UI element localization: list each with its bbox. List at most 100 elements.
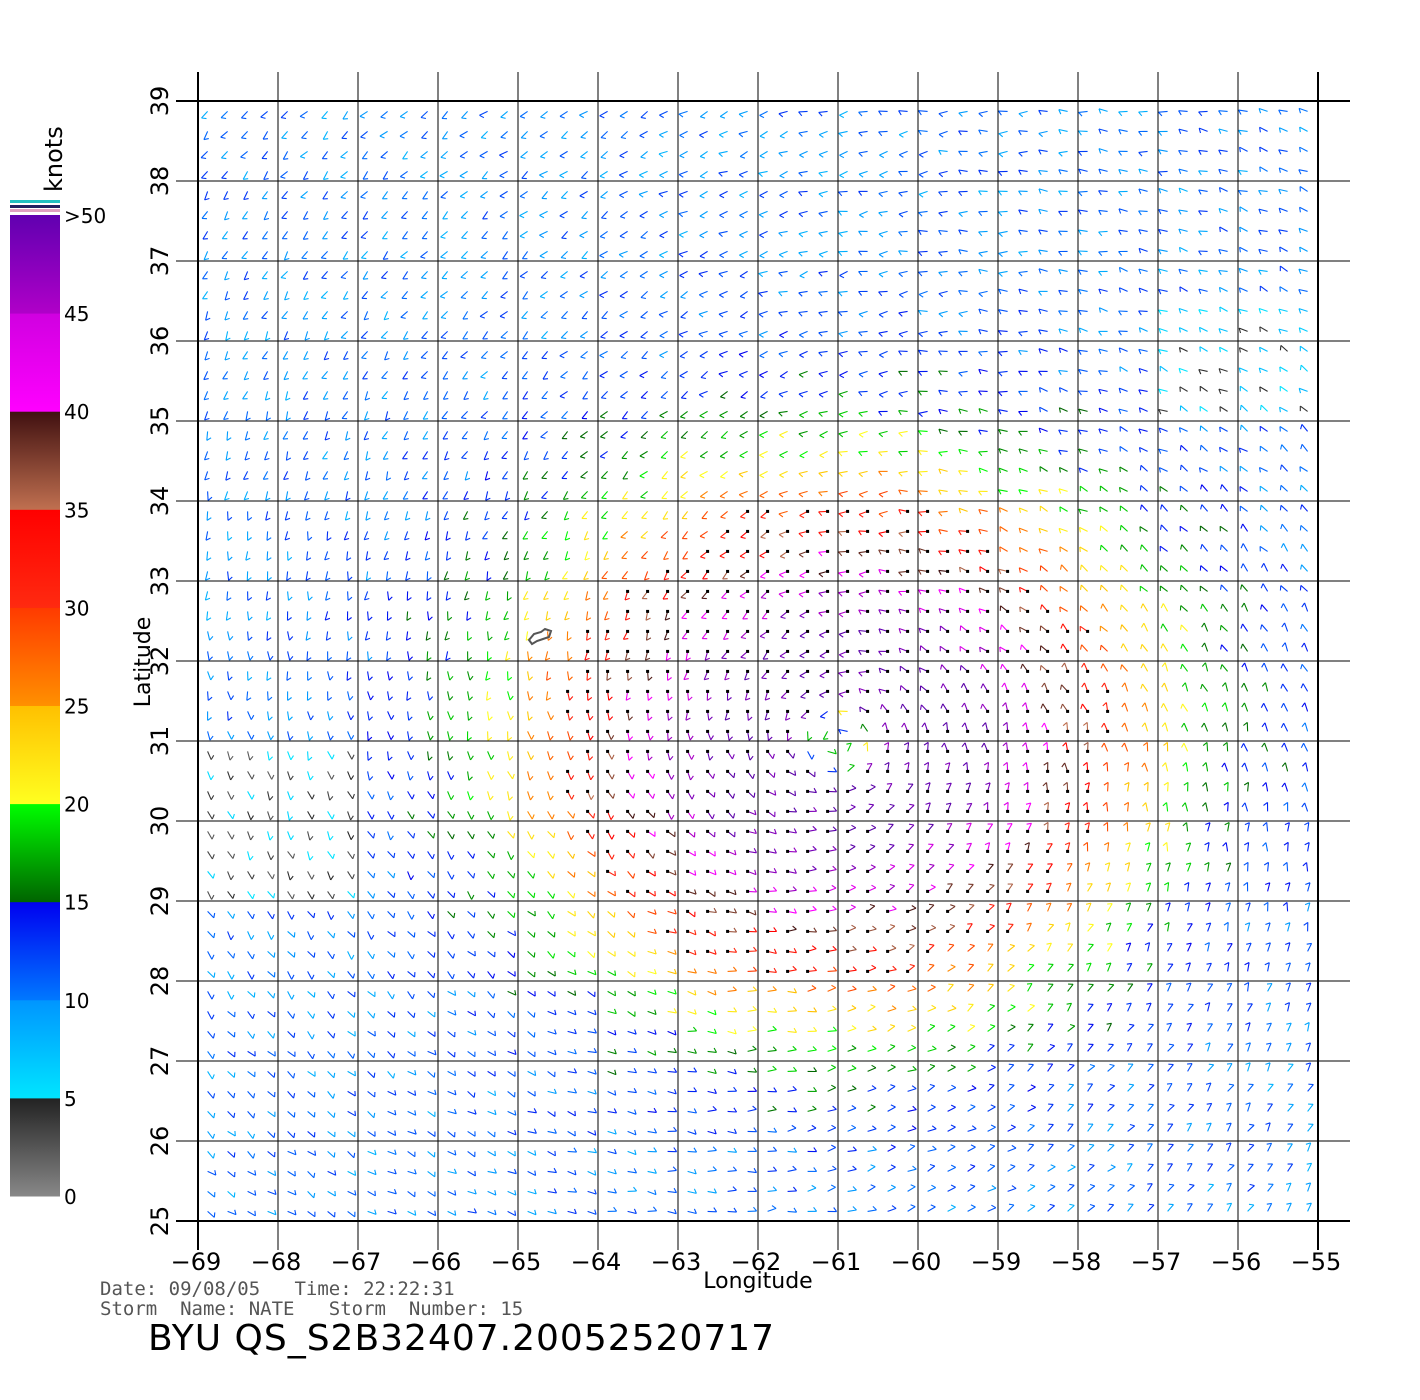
wind-barb [507, 1090, 516, 1098]
wind-barb [661, 471, 669, 480]
wind-barb [786, 908, 797, 914]
wind-barb [886, 924, 896, 933]
wind-barb [267, 691, 273, 701]
wind-barb [506, 591, 512, 601]
wind-barb [583, 571, 589, 581]
wind-barb [1147, 963, 1153, 972]
wind-barb [327, 1091, 336, 1099]
wind-barb [778, 390, 788, 398]
wind-barb [227, 1190, 236, 1198]
wind-barb [287, 1011, 296, 1019]
wind-barb [979, 566, 990, 573]
wind-barb [739, 410, 748, 419]
wind-barb [283, 371, 290, 381]
wind-barb [1301, 602, 1309, 612]
wind-barb [947, 1104, 956, 1112]
wind-barb [307, 531, 313, 541]
wind-barb [560, 251, 568, 260]
wind-barb [1027, 1043, 1034, 1052]
wind-barb [606, 769, 615, 780]
wind-barb [1238, 169, 1248, 176]
wind-barb [1059, 684, 1070, 693]
wind-barb [998, 250, 1008, 258]
wind-barb [878, 470, 888, 476]
wind-barb [1042, 741, 1050, 753]
wind-barb [267, 751, 273, 761]
wind-barb [1038, 208, 1048, 215]
wind-barb [521, 371, 529, 380]
wind-barb [1239, 146, 1248, 153]
wind-barb [467, 1070, 476, 1077]
wind-barb [640, 391, 648, 400]
wind-barb [599, 450, 608, 459]
wind-barb [1083, 841, 1089, 852]
wind-barb [1301, 782, 1309, 792]
wind-barb [699, 170, 708, 179]
wind-barb [1238, 287, 1248, 293]
wind-barb [959, 625, 970, 633]
wind-barb [407, 930, 416, 938]
wind-barb [324, 491, 330, 501]
wind-barb [947, 1064, 956, 1072]
wind-barb [244, 451, 250, 461]
wind-barb [838, 509, 850, 518]
wind-barb [627, 930, 636, 938]
wind-barb [223, 211, 230, 221]
wind-barb [467, 831, 475, 840]
wind-barb [978, 250, 988, 257]
wind-barb [1178, 168, 1188, 175]
wind-barb [826, 845, 837, 853]
wind-barb [1018, 190, 1028, 196]
wind-barb [387, 851, 396, 859]
wind-barb [918, 330, 928, 338]
wind-barb [547, 1110, 556, 1117]
wind-barb [998, 309, 1008, 315]
wind-barb [1126, 1042, 1133, 1052]
wind-barb [898, 450, 908, 456]
colorbar-band [10, 1097, 60, 1197]
wind-barb [1263, 861, 1270, 872]
wind-barb [967, 943, 975, 952]
wind-barb [1218, 168, 1228, 175]
wind-barb [947, 1164, 956, 1172]
wind-barb [1238, 347, 1248, 353]
wind-barb [1204, 942, 1210, 952]
wind-barb [559, 110, 568, 119]
wind-barb [1026, 922, 1032, 932]
wind-barb [1219, 565, 1228, 572]
wind-barb [587, 1108, 597, 1114]
wind-barb [1184, 902, 1191, 912]
wind-barb [726, 869, 737, 876]
wind-barb [645, 609, 651, 621]
wind-barb [779, 190, 788, 199]
wind-barb [579, 230, 588, 239]
wind-barb [878, 270, 888, 278]
wind-barb [958, 448, 968, 455]
wind-barb [1205, 922, 1212, 932]
wind-barb [978, 467, 988, 474]
wind-barb [447, 791, 455, 800]
wind-barb [826, 905, 837, 913]
wind-barb [561, 571, 569, 580]
wind-barb [207, 831, 215, 840]
wind-barb [867, 1184, 876, 1192]
wind-barb [766, 927, 778, 933]
wind-barb [263, 431, 269, 441]
wind-barb [818, 290, 828, 297]
wind-barb [1227, 1163, 1235, 1172]
wind-barb [1298, 387, 1308, 394]
wind-barb [527, 1030, 536, 1038]
wind-barb [547, 791, 554, 801]
wind-barb [606, 689, 613, 701]
wind-barb [807, 1067, 818, 1073]
wind-barb [807, 1046, 817, 1052]
wind-barb [1018, 270, 1028, 277]
wind-barb [878, 510, 888, 518]
wind-barb [1041, 682, 1050, 693]
wind-barb [627, 990, 636, 997]
wind-barb [567, 990, 577, 996]
wind-barb [581, 251, 589, 260]
wind-barb [224, 491, 230, 501]
wind-barb [527, 891, 536, 899]
wind-barb [798, 250, 808, 257]
